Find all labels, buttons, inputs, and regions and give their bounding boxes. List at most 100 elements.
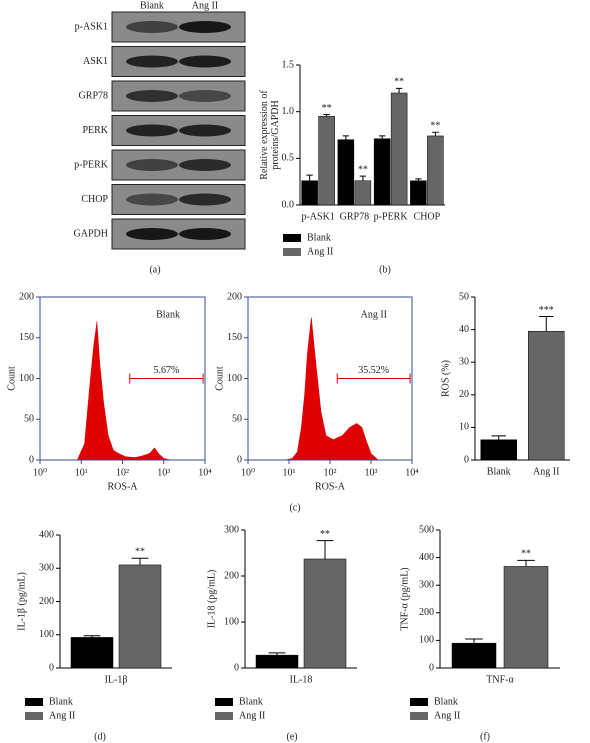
- x-tick-label: TNF-α: [486, 674, 514, 685]
- histogram-area: [76, 321, 172, 461]
- y-tick-label: 100: [419, 635, 434, 646]
- y-axis-label: Relative expression of: [259, 90, 270, 180]
- legend-swatch: [25, 698, 43, 706]
- y-tick-label: 10: [459, 422, 469, 433]
- blot-band: [179, 55, 231, 68]
- bar: [373, 138, 391, 206]
- bar: [503, 566, 549, 669]
- legend-label: Blank: [434, 696, 458, 707]
- y-tick-label: 0: [429, 662, 434, 673]
- legend-label: Blank: [49, 696, 73, 707]
- y-tick-label: 200: [39, 596, 54, 607]
- bar: [528, 330, 565, 461]
- y-axis-label: Count: [6, 366, 17, 391]
- error-bar: [395, 87, 403, 93]
- y-tick-label: 0.5: [282, 153, 295, 164]
- error-bar: [539, 316, 554, 332]
- x-tick-label: 10¹: [75, 467, 88, 478]
- y-tick-label: 20: [459, 389, 469, 400]
- bar: [337, 139, 355, 206]
- error-bar: [491, 435, 506, 440]
- x-tick-label: 10⁰: [241, 467, 255, 478]
- x-tick-label: 10⁴: [198, 467, 212, 478]
- y-tick-label: 1.5: [282, 59, 295, 70]
- caption: (e): [286, 731, 297, 742]
- y-tick-label: 0.0: [282, 199, 295, 210]
- x-tick-label: p-PERK: [374, 211, 409, 222]
- blot-band: [126, 159, 178, 171]
- error-bar: [432, 131, 439, 136]
- blot-column-label: Ang II: [192, 0, 218, 11]
- y-tick-label: 200: [227, 291, 242, 302]
- y-tick-label: 100: [39, 629, 54, 640]
- caption: (a): [149, 264, 160, 275]
- gate: [129, 373, 204, 384]
- y-tick-label: 200: [19, 291, 34, 302]
- blot-band: [126, 21, 178, 33]
- y-tick-label: 200: [419, 607, 434, 618]
- blot-row-label: GAPDH: [74, 228, 108, 239]
- y-tick-label: 300: [224, 524, 239, 535]
- gate: [336, 373, 411, 384]
- x-tick-label: Blank: [487, 466, 511, 477]
- blot-band: [179, 90, 231, 102]
- blot-row-label: CHOP: [81, 194, 108, 205]
- legend-swatch: [283, 234, 301, 242]
- legend-swatch: [410, 698, 428, 706]
- bar: [354, 180, 372, 206]
- y-tick-label: 100: [224, 616, 239, 627]
- legend-label: Ang II: [434, 710, 460, 721]
- y-tick-label: 400: [39, 529, 54, 540]
- blot-band: [179, 228, 231, 240]
- blot-row-label: p-PERK: [74, 159, 109, 170]
- significance: **: [322, 103, 332, 114]
- histogram-area: [284, 317, 379, 461]
- x-tick-label: p-ASK1: [301, 211, 334, 222]
- y-tick-label: 0: [29, 454, 34, 465]
- y-axis-label: IL-18 (pg/mL): [206, 570, 217, 629]
- bar: [301, 180, 318, 206]
- error-bar: [342, 135, 350, 140]
- blot-row-label: PERK: [82, 125, 108, 136]
- bar: [118, 564, 162, 669]
- bar: [70, 637, 114, 669]
- sample-title: Blank: [156, 309, 180, 320]
- significance: **: [358, 164, 368, 175]
- x-tick-label: 10¹: [283, 467, 296, 478]
- caption: (b): [379, 264, 391, 275]
- bar: [390, 92, 408, 206]
- x-tick-label: 10³: [157, 467, 170, 478]
- error-bar: [323, 113, 330, 117]
- legend-swatch: [410, 712, 428, 720]
- blot-band: [179, 21, 231, 33]
- error-bar: [268, 652, 286, 656]
- error-bar: [316, 540, 334, 559]
- legend-label: Ang II: [239, 710, 265, 721]
- caption: (f): [480, 731, 490, 742]
- blot-band: [126, 193, 178, 206]
- y-axis-label: ROS (%): [440, 360, 451, 397]
- y-tick-label: 50: [232, 414, 242, 425]
- legend-label: Blank: [239, 696, 263, 707]
- significance: **: [521, 549, 531, 560]
- caption: (c): [289, 502, 300, 513]
- blot-row-label: p-ASK1: [75, 21, 108, 32]
- y-tick-label: 200: [224, 570, 239, 581]
- legend-label: Blank: [307, 232, 331, 243]
- x-tick-label: 10⁰: [33, 467, 47, 478]
- legend-label: Ang II: [307, 246, 333, 257]
- x-axis-label: ROS-A: [315, 481, 346, 492]
- significance: **: [430, 120, 440, 131]
- y-tick-label: 0: [464, 454, 469, 465]
- gate-label: 35.52%: [358, 365, 389, 376]
- blot-band: [179, 193, 231, 206]
- blot-band: [179, 159, 231, 171]
- error-bar: [359, 175, 367, 181]
- blot-band: [126, 124, 178, 137]
- blot-band: [179, 124, 231, 137]
- x-tick-label: 10⁴: [405, 467, 419, 478]
- y-axis-label: proteins/GAPDH: [270, 100, 281, 169]
- y-tick-label: 0: [234, 662, 239, 673]
- bar: [480, 439, 517, 461]
